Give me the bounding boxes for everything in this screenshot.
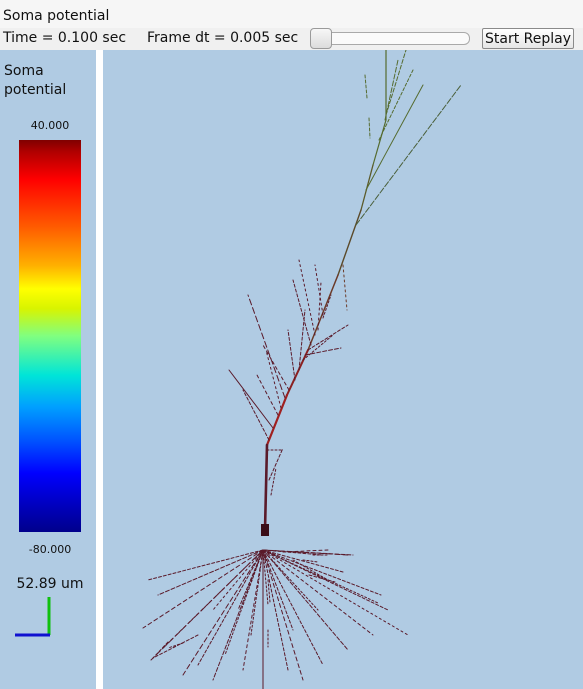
controls-bar: Time = 0.100 sec Frame dt = 0.005 sec St… bbox=[0, 28, 583, 50]
soma bbox=[261, 524, 269, 536]
colorbar-min-label: -80.000 bbox=[28, 543, 72, 556]
scale-bar-label: 52.89 um bbox=[16, 576, 84, 592]
frame-slider-handle[interactable] bbox=[310, 28, 332, 49]
legend-panel: Soma potential 40.000 -80.000 52.89 um bbox=[0, 50, 96, 689]
legend-title-line2: potential bbox=[4, 82, 67, 98]
apical-trunk bbox=[261, 50, 387, 536]
basal-dendrites bbox=[142, 549, 409, 689]
colorbar bbox=[19, 140, 81, 532]
time-label: Time = 0.100 sec bbox=[3, 30, 127, 46]
colorbar-max-label: 40.000 bbox=[30, 119, 70, 132]
legend-title-line1: Soma bbox=[4, 63, 44, 79]
panel-divider bbox=[96, 50, 103, 689]
frame-dt-label: Frame dt = 0.005 sec bbox=[147, 30, 299, 46]
neuron-morphology[interactable] bbox=[103, 50, 583, 689]
frame-slider[interactable] bbox=[310, 32, 470, 45]
window-title: Soma potential bbox=[3, 8, 110, 24]
axis-triad-icon bbox=[15, 597, 51, 637]
title-bar: Soma potential bbox=[0, 0, 583, 29]
neuron-viewport[interactable] bbox=[103, 50, 583, 689]
apical-oblique-branches bbox=[228, 50, 462, 496]
start-replay-button[interactable]: Start Replay bbox=[482, 28, 574, 49]
legend-title: Soma potential bbox=[4, 62, 66, 100]
